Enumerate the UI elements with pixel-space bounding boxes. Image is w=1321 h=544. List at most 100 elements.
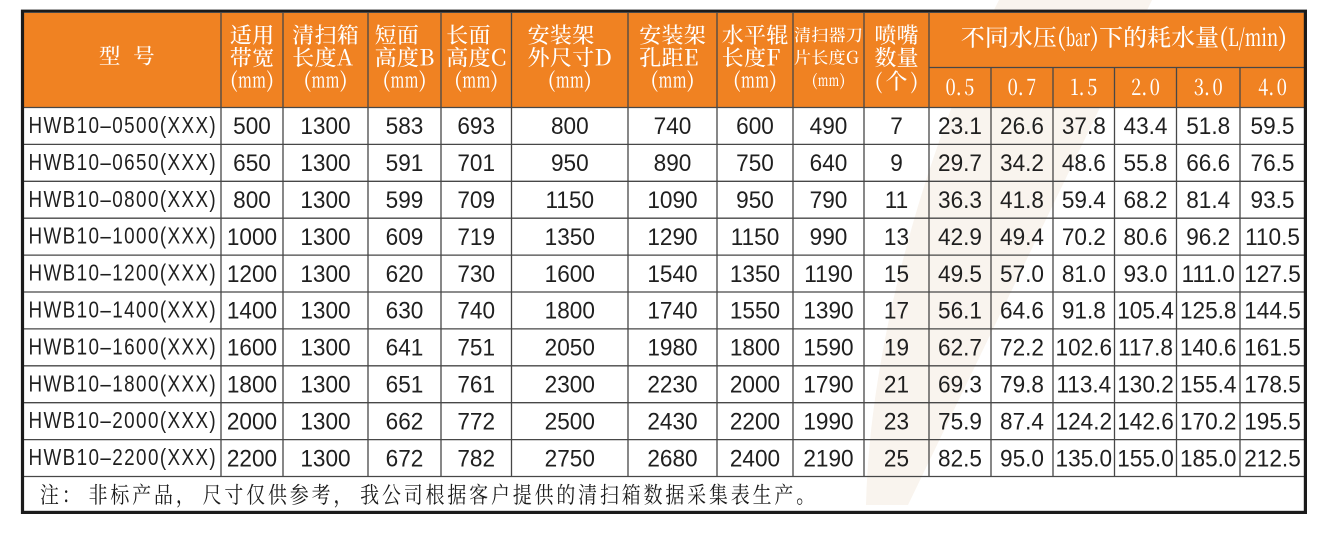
svg-text:56.1: 56.1 (938, 297, 982, 324)
svg-text:1000: 1000 (227, 223, 277, 250)
svg-text:161.5: 161.5 (1244, 334, 1301, 361)
svg-text:59.4: 59.4 (1062, 186, 1106, 213)
svg-text:709: 709 (457, 186, 495, 213)
svg-text:66.6: 66.6 (1186, 149, 1230, 176)
svg-text:761: 761 (457, 371, 495, 398)
svg-text:49.4: 49.4 (1000, 223, 1044, 250)
svg-text:1740: 1740 (647, 297, 697, 324)
svg-text:49.5: 49.5 (938, 260, 982, 287)
svg-text:1150: 1150 (731, 223, 780, 250)
svg-text:125.8: 125.8 (1180, 297, 1237, 324)
svg-text:1350: 1350 (545, 223, 595, 250)
svg-text:127.5: 127.5 (1244, 260, 1301, 287)
svg-text:110.5: 110.5 (1245, 223, 1300, 250)
svg-text:1200: 1200 (227, 260, 277, 287)
svg-text:609: 609 (386, 223, 424, 250)
svg-text:1390: 1390 (803, 297, 853, 324)
svg-text:124.2: 124.2 (1056, 408, 1113, 435)
svg-text:113.4: 113.4 (1056, 371, 1111, 398)
svg-text:HWB10–0500(XXX): HWB10–0500(XXX) (29, 113, 218, 138)
svg-text:80.6: 80.6 (1124, 223, 1168, 250)
svg-text:1400: 1400 (227, 297, 277, 324)
svg-text:790: 790 (810, 186, 848, 213)
svg-text:17: 17 (884, 297, 909, 324)
svg-text:800: 800 (551, 112, 589, 139)
svg-text:600: 600 (736, 112, 774, 139)
svg-text:130.2: 130.2 (1117, 371, 1174, 398)
svg-text:70.2: 70.2 (1062, 223, 1106, 250)
svg-text:1300: 1300 (300, 445, 350, 472)
svg-text:1300: 1300 (300, 186, 350, 213)
svg-text:1600: 1600 (545, 260, 595, 287)
svg-text:140.6: 140.6 (1180, 334, 1237, 361)
svg-text:1800: 1800 (545, 297, 595, 324)
svg-text:2230: 2230 (647, 371, 697, 398)
svg-text:178.5: 178.5 (1244, 371, 1301, 398)
svg-text:11: 11 (885, 186, 908, 213)
svg-text:102.6: 102.6 (1056, 334, 1113, 361)
svg-text:21: 21 (884, 371, 909, 398)
svg-text:93.0: 93.0 (1124, 260, 1168, 287)
svg-text:212.5: 212.5 (1244, 445, 1301, 472)
svg-text:135.0: 135.0 (1056, 445, 1113, 472)
svg-text:75.9: 75.9 (938, 408, 982, 435)
svg-text:155.0: 155.0 (1117, 445, 1174, 472)
svg-text:730: 730 (457, 260, 495, 287)
svg-text:1300: 1300 (300, 297, 350, 324)
svg-text:68.2: 68.2 (1124, 186, 1168, 213)
svg-text:630: 630 (386, 297, 424, 324)
svg-text:1190: 1190 (804, 260, 853, 287)
svg-text:751: 751 (457, 334, 495, 361)
svg-text:142.6: 142.6 (1117, 408, 1174, 435)
svg-text:36.3: 36.3 (938, 186, 982, 213)
svg-text:950: 950 (551, 149, 589, 176)
svg-text:19: 19 (884, 334, 909, 361)
svg-text:51.8: 51.8 (1186, 112, 1230, 139)
svg-text:23: 23 (884, 408, 909, 435)
svg-text:7: 7 (890, 112, 903, 139)
svg-text:672: 672 (386, 445, 424, 472)
svg-text:HWB10–1400(XXX): HWB10–1400(XXX) (29, 298, 218, 323)
svg-text:2430: 2430 (647, 408, 697, 435)
svg-text:79.8: 79.8 (1000, 371, 1044, 398)
svg-text:740: 740 (654, 112, 692, 139)
svg-text:2000: 2000 (730, 371, 780, 398)
svg-text:96.2: 96.2 (1186, 223, 1230, 250)
svg-text:641: 641 (386, 334, 424, 361)
svg-text:650: 650 (233, 149, 271, 176)
svg-text:HWB10–2000(XXX): HWB10–2000(XXX) (29, 409, 218, 434)
svg-text:117.8: 117.8 (1118, 334, 1173, 361)
svg-text:93.5: 93.5 (1251, 186, 1295, 213)
svg-text:155.4: 155.4 (1180, 371, 1237, 398)
svg-text:2300: 2300 (545, 371, 595, 398)
svg-text:500: 500 (233, 112, 271, 139)
svg-text:13: 13 (884, 223, 909, 250)
svg-text:111.0: 111.0 (1182, 260, 1235, 287)
svg-text:591: 591 (386, 149, 424, 176)
svg-text:740: 740 (457, 297, 495, 324)
svg-text:800: 800 (233, 186, 271, 213)
svg-text:2190: 2190 (803, 445, 853, 472)
svg-text:105.4: 105.4 (1117, 297, 1174, 324)
svg-text:1300: 1300 (300, 408, 350, 435)
svg-text:59.5: 59.5 (1251, 112, 1295, 139)
svg-text:1300: 1300 (300, 371, 350, 398)
svg-text:490: 490 (810, 112, 848, 139)
svg-text:2050: 2050 (545, 334, 595, 361)
svg-text:62.7: 62.7 (938, 334, 982, 361)
svg-text:640: 640 (810, 149, 848, 176)
svg-text:2400: 2400 (730, 445, 780, 472)
svg-text:HWB10–1200(XXX): HWB10–1200(XXX) (29, 261, 218, 286)
svg-text:1790: 1790 (803, 371, 853, 398)
svg-text:1990: 1990 (803, 408, 853, 435)
svg-text:HWB10–2200(XXX): HWB10–2200(XXX) (29, 446, 218, 471)
svg-text:48.6: 48.6 (1062, 149, 1106, 176)
svg-text:583: 583 (386, 112, 424, 139)
svg-text:1290: 1290 (647, 223, 697, 250)
svg-text:662: 662 (386, 408, 424, 435)
svg-text:144.5: 144.5 (1244, 297, 1301, 324)
svg-text:890: 890 (654, 149, 692, 176)
svg-text:42.9: 42.9 (938, 223, 982, 250)
svg-text:41.8: 41.8 (1000, 186, 1044, 213)
svg-text:782: 782 (457, 445, 495, 472)
